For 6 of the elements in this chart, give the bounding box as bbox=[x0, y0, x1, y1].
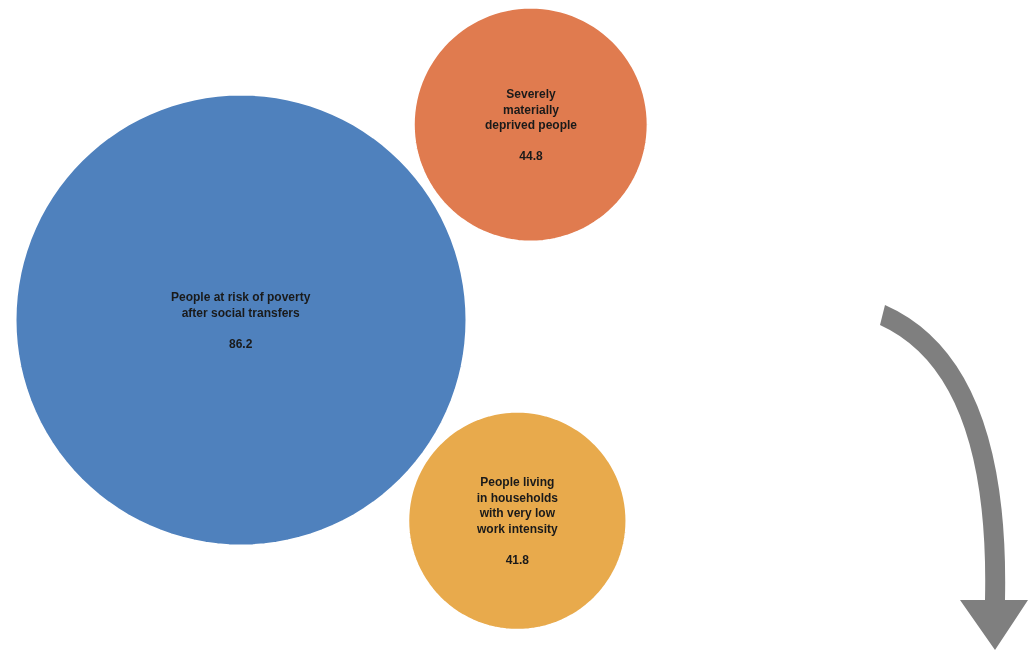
category-label: People living in households with very low work intensity bbox=[476, 475, 559, 536]
data-label: 41.8 bbox=[505, 553, 530, 567]
data-label: 86.2 bbox=[229, 336, 253, 351]
data-label: 44.8 bbox=[519, 149, 544, 164]
category-label: People at risk of poverty after social transfers bbox=[171, 290, 311, 320]
category-label: Severely materially deprived people bbox=[485, 87, 578, 133]
